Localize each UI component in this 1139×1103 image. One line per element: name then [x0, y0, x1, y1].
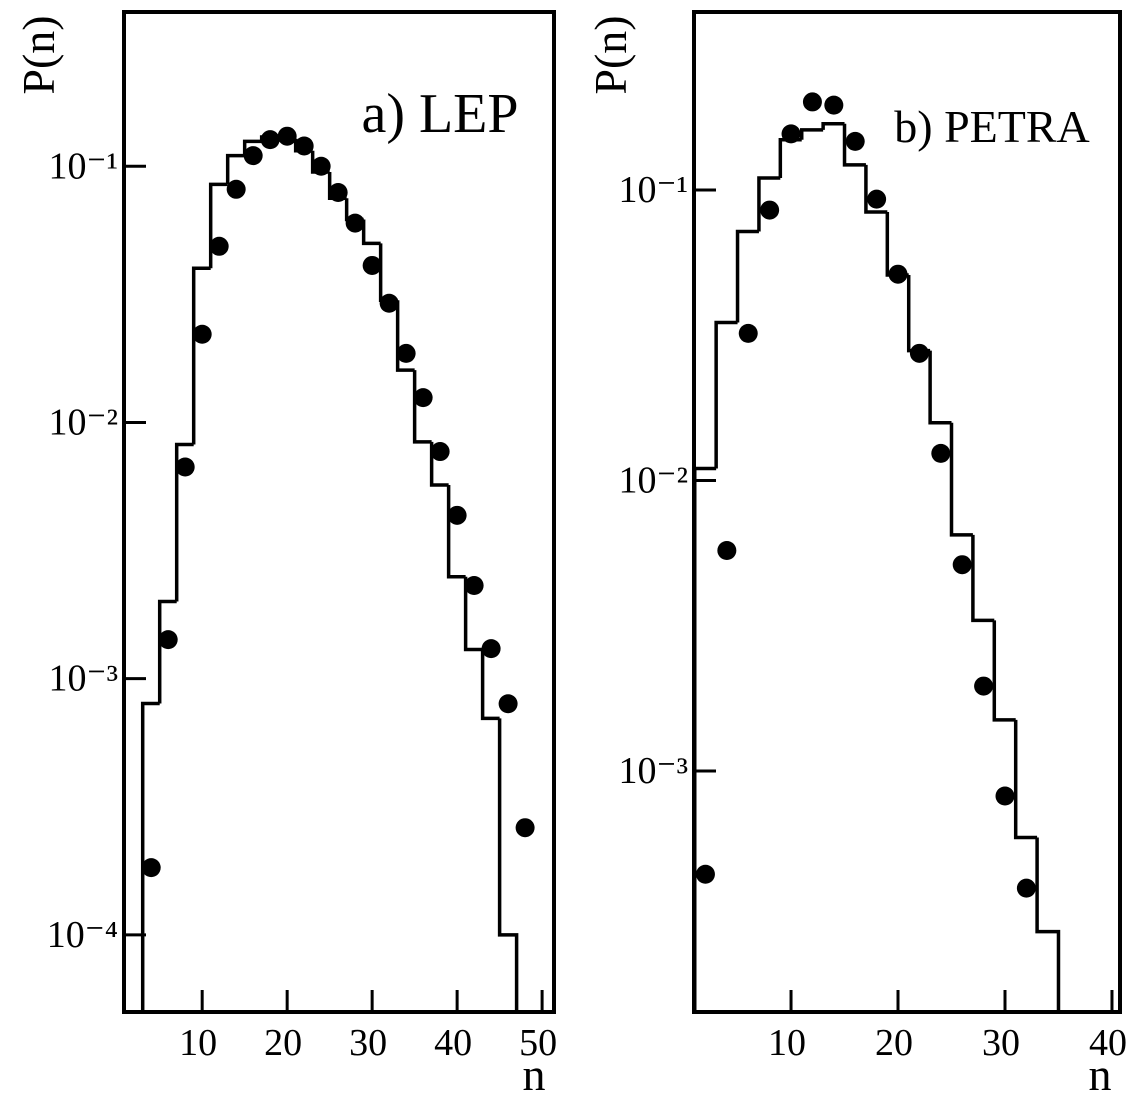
- histogram-step: [971, 534, 995, 623]
- data-point: [362, 255, 382, 275]
- plot-area: [694, 92, 1061, 1012]
- data-point: [379, 293, 399, 313]
- x-tick-label: 40: [1089, 1022, 1127, 1064]
- histogram-step: [395, 300, 415, 372]
- histogram-step: [463, 576, 483, 652]
- panel: 10⁻¹ 10⁻² 10⁻³ 10 20 30 40n P(n) b) PETRA: [585, 10, 1127, 1100]
- histogram-step: [140, 701, 160, 1012]
- x-tick-label: 50: [519, 1022, 557, 1064]
- data-point: [781, 124, 801, 144]
- data-point: [995, 786, 1015, 806]
- data-point: [413, 388, 433, 408]
- data-point: [974, 676, 994, 696]
- x-tick-label: 10: [768, 1022, 806, 1064]
- y-tick-label: 10⁻²: [619, 459, 688, 501]
- y-axis-label: P(n): [13, 15, 64, 94]
- data-point: [277, 126, 297, 146]
- histogram-step: [378, 243, 398, 302]
- data-point: [158, 630, 178, 650]
- data-point: [481, 639, 501, 659]
- data-point: [888, 264, 908, 284]
- data-point: [226, 179, 246, 199]
- x-tick-label: 30: [982, 1022, 1020, 1064]
- histogram-step: [225, 153, 245, 185]
- histogram-step: [821, 122, 845, 130]
- x-axis-label: n: [1089, 1049, 1112, 1098]
- x-tick-label: 20: [875, 1022, 913, 1064]
- x-tick-label: 10: [179, 1022, 217, 1064]
- histogram-step: [757, 176, 781, 232]
- y-tick-label: 10⁻⁴: [47, 914, 118, 956]
- data-point: [738, 323, 758, 343]
- plot-frame: [692, 10, 1122, 1014]
- histogram-step: [497, 718, 519, 1012]
- data-point: [498, 694, 518, 714]
- histogram-step: [480, 649, 500, 721]
- histogram-step: [714, 320, 738, 469]
- histogram-step: [191, 266, 211, 445]
- data-point: [909, 343, 929, 363]
- histogram-step: [1013, 719, 1038, 840]
- data-point: [447, 505, 467, 525]
- data-point: [294, 136, 314, 156]
- data-point: [209, 236, 229, 256]
- panel: 10⁻¹ 10⁻² 10⁻³ 10⁻⁴ 10 20 30 40 50n P(n) a) LEP: [13, 10, 557, 1100]
- data-point: [802, 92, 822, 112]
- data-point: [695, 864, 715, 884]
- data-point: [175, 457, 195, 477]
- histogram-step: [906, 274, 931, 353]
- data-point: [824, 95, 844, 115]
- histogram-step: [157, 599, 177, 704]
- y-tick-label: 10⁻³: [49, 658, 118, 700]
- data-point: [396, 343, 416, 363]
- histogram-step: [242, 139, 262, 156]
- data-point: [845, 131, 865, 151]
- histogram-step: [361, 219, 381, 246]
- data-point: [464, 576, 484, 596]
- data-point: [952, 555, 972, 575]
- data-point: [141, 858, 161, 878]
- panel-title: a) LEP: [361, 83, 518, 145]
- data-point: [760, 200, 780, 220]
- data-point: [867, 189, 887, 209]
- histogram-step: [694, 466, 717, 1012]
- y-tick-label: 10⁻²: [49, 401, 118, 443]
- data-point: [717, 541, 737, 561]
- data-point: [931, 443, 951, 463]
- y-tick-label: 10⁻³: [619, 750, 688, 792]
- data-point: [311, 156, 331, 176]
- histogram-step: [429, 441, 449, 487]
- data-point: [515, 818, 535, 838]
- histogram-step: [799, 128, 824, 140]
- histogram-step: [949, 422, 973, 537]
- x-tick-label: 40: [434, 1022, 472, 1064]
- histogram-step: [928, 350, 952, 425]
- y-tick-label: 10⁻¹: [619, 169, 688, 211]
- x-tick-label: 20: [264, 1022, 302, 1064]
- data-point: [328, 182, 348, 202]
- panel-title: b) PETRA: [894, 101, 1090, 152]
- histogram-step: [208, 182, 228, 269]
- x-tick-label: 30: [349, 1022, 387, 1064]
- data-point: [1016, 878, 1036, 898]
- histogram-step: [778, 137, 802, 178]
- histogram-step: [446, 485, 466, 579]
- histogram-step: [864, 164, 888, 214]
- y-axis-label: P(n): [585, 15, 636, 94]
- y-tick-label: 10⁻¹: [49, 145, 118, 187]
- histogram-step: [174, 442, 194, 602]
- x-axis-label: n: [523, 1049, 546, 1098]
- plot-frame: [122, 10, 556, 1014]
- histogram-step: [842, 123, 866, 167]
- histogram-step: [1035, 837, 1061, 1012]
- data-point: [243, 146, 263, 166]
- plot-area: [140, 126, 535, 1012]
- data-point: [430, 442, 450, 462]
- histogram-step: [992, 620, 1016, 722]
- data-point: [192, 324, 212, 344]
- histogram-step: [735, 229, 759, 323]
- data-point: [345, 213, 365, 233]
- data-point: [260, 130, 280, 150]
